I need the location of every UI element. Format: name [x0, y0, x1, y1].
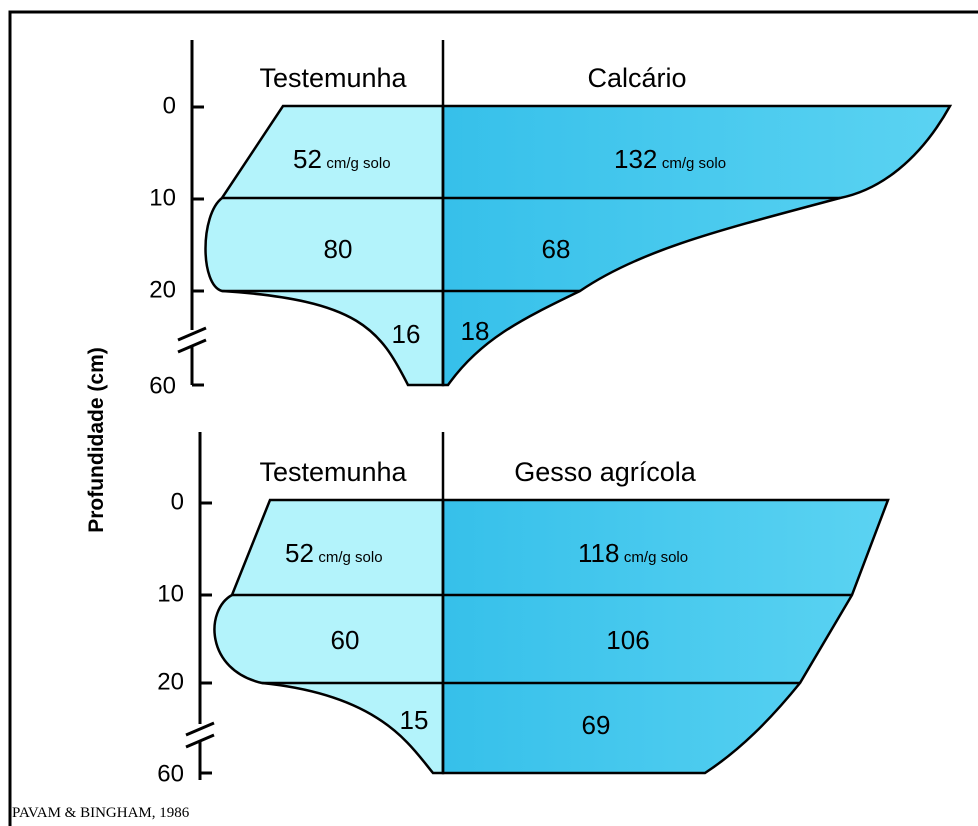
header: Testemunha — [259, 457, 407, 487]
value: 69 — [582, 710, 611, 740]
value-label: 52 cm/g solo — [285, 538, 383, 568]
value-label: 132 cm/g solo — [614, 144, 726, 174]
header: Calcário — [587, 63, 686, 93]
value: 18 — [461, 316, 490, 346]
depth-axis — [185, 432, 215, 780]
tick-label: 10 — [149, 184, 176, 211]
tick-label: 10 — [157, 580, 184, 607]
frame — [8, 10, 978, 826]
value: 16 — [392, 319, 421, 349]
y-axis-label: Profundidade (cm) — [85, 347, 108, 533]
header: Testemunha — [259, 63, 407, 93]
right-shape — [441, 104, 953, 387]
value-label: 118 cm/g solo — [578, 538, 688, 568]
panel-1: 0 10 20 60 Testemunha Calcário 52 cm/g s… — [149, 40, 953, 399]
header: Gesso agrícola — [514, 457, 697, 487]
value: 118 — [578, 538, 619, 568]
value: 132 — [614, 144, 657, 174]
value: 106 — [606, 625, 649, 655]
value: 60 — [331, 625, 360, 655]
left-shape — [213, 498, 445, 775]
tick-label: 20 — [157, 668, 184, 695]
tick-label: 20 — [149, 276, 176, 303]
right-shape — [441, 498, 890, 775]
value: 15 — [400, 705, 429, 735]
tick-label: 60 — [157, 760, 184, 787]
value: 52 — [293, 144, 322, 174]
unit: cm/g solo — [326, 155, 390, 172]
value: 80 — [324, 234, 353, 264]
tick-label: 60 — [149, 372, 176, 399]
tick-label: 0 — [163, 92, 176, 119]
tick-label: 0 — [171, 488, 184, 515]
source: PAVAM & BINGHAM, 1986 — [12, 805, 190, 821]
value: 68 — [542, 234, 571, 264]
depth-axis — [177, 40, 207, 387]
unit: cm/g solo — [662, 155, 726, 172]
left-shape — [204, 104, 445, 387]
value-label: 52 cm/g solo — [293, 144, 391, 174]
panel-2: 0 10 20 60 Testemunha Gesso agrícola 52 … — [157, 432, 890, 787]
value: 52 — [285, 538, 314, 568]
unit: cm/g solo — [624, 549, 688, 566]
unit: cm/g solo — [318, 549, 382, 566]
